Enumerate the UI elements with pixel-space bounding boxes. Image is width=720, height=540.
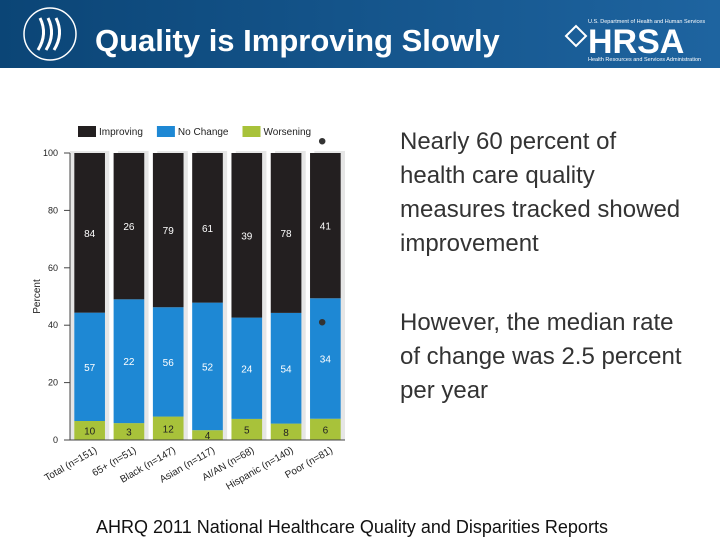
- value-label: 56: [163, 358, 175, 369]
- bar-segment: [310, 153, 341, 299]
- bar-segment: [231, 317, 263, 419]
- footer: AHRQ 2011 National Healthcare Quality an…: [96, 517, 608, 537]
- bar-segment: [270, 153, 302, 313]
- value-label: 84: [84, 229, 96, 240]
- value-label: 12: [163, 424, 175, 435]
- value-label: 4: [205, 431, 211, 442]
- bar-segment: [74, 312, 105, 421]
- y-tick-label: 80: [48, 205, 58, 215]
- bullet-text: However, the median rate of change was 2…: [400, 309, 682, 404]
- bar-segment: [231, 418, 263, 440]
- bullet-text: Nearly 60 percent of health care quality…: [400, 128, 681, 257]
- bar-segment: [192, 302, 223, 431]
- y-tick-label: 60: [48, 263, 58, 273]
- legend-swatch: [242, 126, 261, 137]
- value-label: 79: [163, 226, 175, 237]
- bullet: • However, the median rate of change was …: [318, 306, 688, 408]
- hrsa-bottom-text: Health Resources and Services Administra…: [588, 57, 701, 63]
- value-label: 26: [123, 222, 135, 233]
- value-label: 41: [320, 222, 332, 233]
- bar-segment: [152, 153, 184, 308]
- bar-segment: [192, 153, 223, 303]
- value-label: 10: [84, 426, 96, 437]
- hrsa-emblem: [564, 24, 588, 48]
- bar-segment: [74, 420, 105, 440]
- header-band: [0, 0, 720, 68]
- value-label: 8: [283, 428, 289, 439]
- bar-segment: [270, 423, 302, 440]
- value-label: 6: [323, 425, 329, 436]
- bar-segment: [113, 299, 145, 424]
- y-tick-label: 100: [43, 148, 58, 158]
- bar-segment: [310, 418, 341, 440]
- value-label: 61: [202, 224, 214, 235]
- x-tick-label: Hispanic (n=140): [224, 445, 295, 492]
- legend-label: No Change: [178, 127, 229, 138]
- legend-label: Worsening: [264, 127, 312, 138]
- legend-label: Improving: [99, 127, 143, 138]
- bar-segment: [74, 153, 105, 313]
- bar-segment: [113, 153, 145, 300]
- bar-segment: [231, 153, 263, 318]
- bar-segment: [192, 430, 223, 440]
- slide-title: Quality is Improving Slowly: [95, 23, 501, 58]
- bullet: • Nearly 60 percent of health care qualit…: [318, 125, 688, 261]
- hrsa-top-text: U.S. Department of Health and Human Serv…: [588, 19, 705, 25]
- hrsa-logo: HRSA: [588, 23, 684, 61]
- bar-segment: [310, 298, 341, 419]
- value-label: 5: [244, 425, 250, 436]
- y-tick-label: 20: [48, 378, 58, 388]
- y-axis-label: Percent: [32, 279, 43, 314]
- bar-segment: [270, 312, 302, 424]
- value-label: 3: [126, 428, 132, 439]
- x-tick-label: Total (n=151): [43, 445, 99, 484]
- legend-swatch: [78, 126, 96, 137]
- bar-segment: [113, 423, 145, 440]
- value-label: 57: [84, 363, 96, 374]
- value-label: 24: [241, 364, 253, 375]
- y-tick-label: 40: [48, 320, 58, 330]
- value-label: 54: [281, 364, 293, 375]
- bar-segment: [152, 416, 184, 440]
- hhs-logo: [23, 7, 77, 61]
- y-tick-label: 0: [53, 435, 58, 445]
- value-label: 34: [320, 355, 332, 366]
- value-label: 39: [241, 231, 253, 242]
- legend-swatch: [156, 126, 175, 137]
- value-label: 52: [202, 362, 214, 373]
- bar-segment: [152, 307, 184, 417]
- value-label: 78: [281, 229, 293, 240]
- value-label: 22: [123, 357, 135, 368]
